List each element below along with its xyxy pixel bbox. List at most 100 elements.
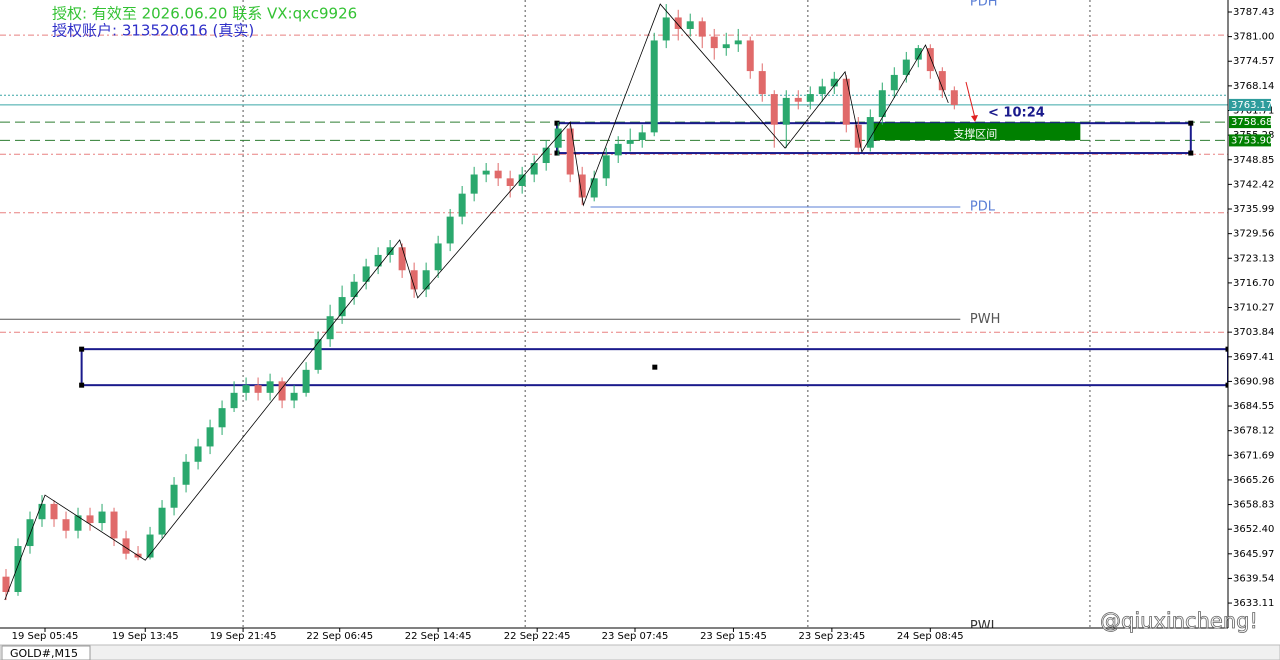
candle-body: [302, 369, 310, 393]
candle-body: [230, 392, 238, 409]
candle-body: [494, 170, 502, 179]
candle-body: [182, 461, 190, 485]
y-tick-label: 3697.41: [1233, 352, 1274, 363]
x-tick-label: 24 Sep 08:45: [897, 631, 964, 642]
candle-body: [890, 74, 898, 91]
candle-body: [818, 86, 826, 95]
support-zone: [870, 123, 1081, 141]
x-tick-label: 23 Sep 15:45: [700, 631, 767, 642]
candle-body: [650, 40, 658, 133]
y-tick-label: 3729.56: [1233, 229, 1274, 240]
candle-body: [614, 143, 622, 156]
candle-body: [74, 515, 82, 531]
y-tick-label: 3742.42: [1233, 179, 1274, 190]
candle-body: [314, 339, 322, 370]
symbol-tab[interactable]: [1, 645, 91, 660]
candle-body: [566, 128, 574, 175]
candle-body: [482, 170, 490, 175]
zone-handle: [554, 150, 560, 156]
candle-body: [950, 90, 958, 105]
candle-body: [710, 36, 718, 49]
x-tick-label: 22 Sep 06:45: [306, 631, 373, 642]
candle-body: [590, 178, 598, 198]
license-text: 授权: 有效至 2026.06.20 联系 VX:qxc9926: [52, 5, 357, 23]
named-level-label: PWH: [970, 312, 1000, 327]
candle-body: [2, 576, 10, 592]
candle-body: [434, 243, 442, 271]
arrow: [965, 81, 976, 119]
plot-area: 支撑区间 PDH PDL PWH PWL: [0, 0, 1228, 634]
candle-body: [518, 174, 526, 186]
candle-body: [446, 216, 454, 244]
candle-body: [686, 21, 694, 29]
candle-body: [170, 484, 178, 508]
candle-body: [194, 446, 202, 462]
named-level-label: PDL: [970, 200, 996, 215]
candle-body: [62, 519, 70, 531]
candle-body: [638, 132, 646, 141]
candle-body: [254, 385, 262, 393]
y-tick-label: 3768.14: [1233, 81, 1274, 92]
candle-body: [830, 78, 838, 87]
y-tick-label: 3684.55: [1233, 401, 1274, 412]
candle-body: [878, 90, 886, 118]
candle-body: [110, 511, 118, 539]
candle-body: [806, 94, 814, 102]
price-tag: [1229, 134, 1271, 147]
candle-body: [14, 546, 22, 592]
candle-body: [422, 270, 430, 290]
candle-body: [674, 17, 682, 29]
tab-bar: [0, 644, 1280, 660]
candle-body: [782, 97, 790, 125]
candle-body: [146, 534, 154, 558]
y-tick-label: 3710.27: [1233, 303, 1274, 314]
y-tick-label: 3639.54: [1233, 573, 1274, 584]
candle-body: [866, 117, 874, 148]
price-tag: [1229, 98, 1271, 111]
countdown: < 10:24: [988, 106, 1045, 121]
candle-body: [662, 17, 670, 41]
candle-body: [338, 297, 346, 317]
y-tick-label: 3652.40: [1233, 524, 1274, 535]
price-tag-label: 3753.90: [1231, 135, 1272, 146]
named-level-label: PWL: [970, 619, 999, 634]
y-tick-label: 3781.00: [1233, 32, 1274, 43]
candle-body: [734, 40, 742, 45]
price-tag: [1229, 116, 1271, 129]
candle-body: [938, 71, 946, 91]
y-tick-label: 3703.84: [1233, 327, 1274, 338]
candle-body: [386, 247, 394, 255]
candle-body: [578, 174, 586, 198]
y-tick-label: 3787.43: [1233, 7, 1274, 18]
candle-body: [770, 94, 778, 125]
zone-handle: [554, 120, 560, 126]
candle-body: [398, 247, 406, 271]
candle-body: [206, 427, 214, 447]
zigzag: [4, 3, 949, 601]
candle-body: [158, 507, 166, 535]
candle-body: [122, 538, 130, 554]
candle-body: [290, 392, 298, 401]
price-tag-label: 3758.68: [1231, 117, 1272, 128]
candle-body: [530, 163, 538, 175]
candle-body: [602, 155, 610, 179]
candle-body: [410, 270, 418, 290]
zone-handle: [1225, 346, 1228, 352]
candle-body: [698, 21, 706, 37]
x-tick-label: 22 Sep 22:45: [504, 631, 571, 642]
x-tick-label: 23 Sep 07:45: [602, 631, 669, 642]
y-tick-label: 3774.57: [1233, 56, 1274, 67]
candle-body: [914, 48, 922, 60]
symbol-tab-label: GOLD#,M15: [10, 647, 78, 660]
candle-body: [98, 511, 106, 524]
candle-body: [758, 71, 766, 95]
y-tick-label: 3716.70: [1233, 278, 1274, 289]
candle-body: [470, 174, 478, 194]
y-tick-label: 3761.71: [1233, 106, 1274, 117]
y-tick-label: 3748.85: [1233, 155, 1274, 166]
watermark: @qiuxincheng!: [1100, 609, 1258, 633]
candle-body: [242, 385, 250, 393]
account-text: 授权账户: 313520616 (真实): [52, 22, 254, 40]
candle-body: [746, 40, 754, 72]
